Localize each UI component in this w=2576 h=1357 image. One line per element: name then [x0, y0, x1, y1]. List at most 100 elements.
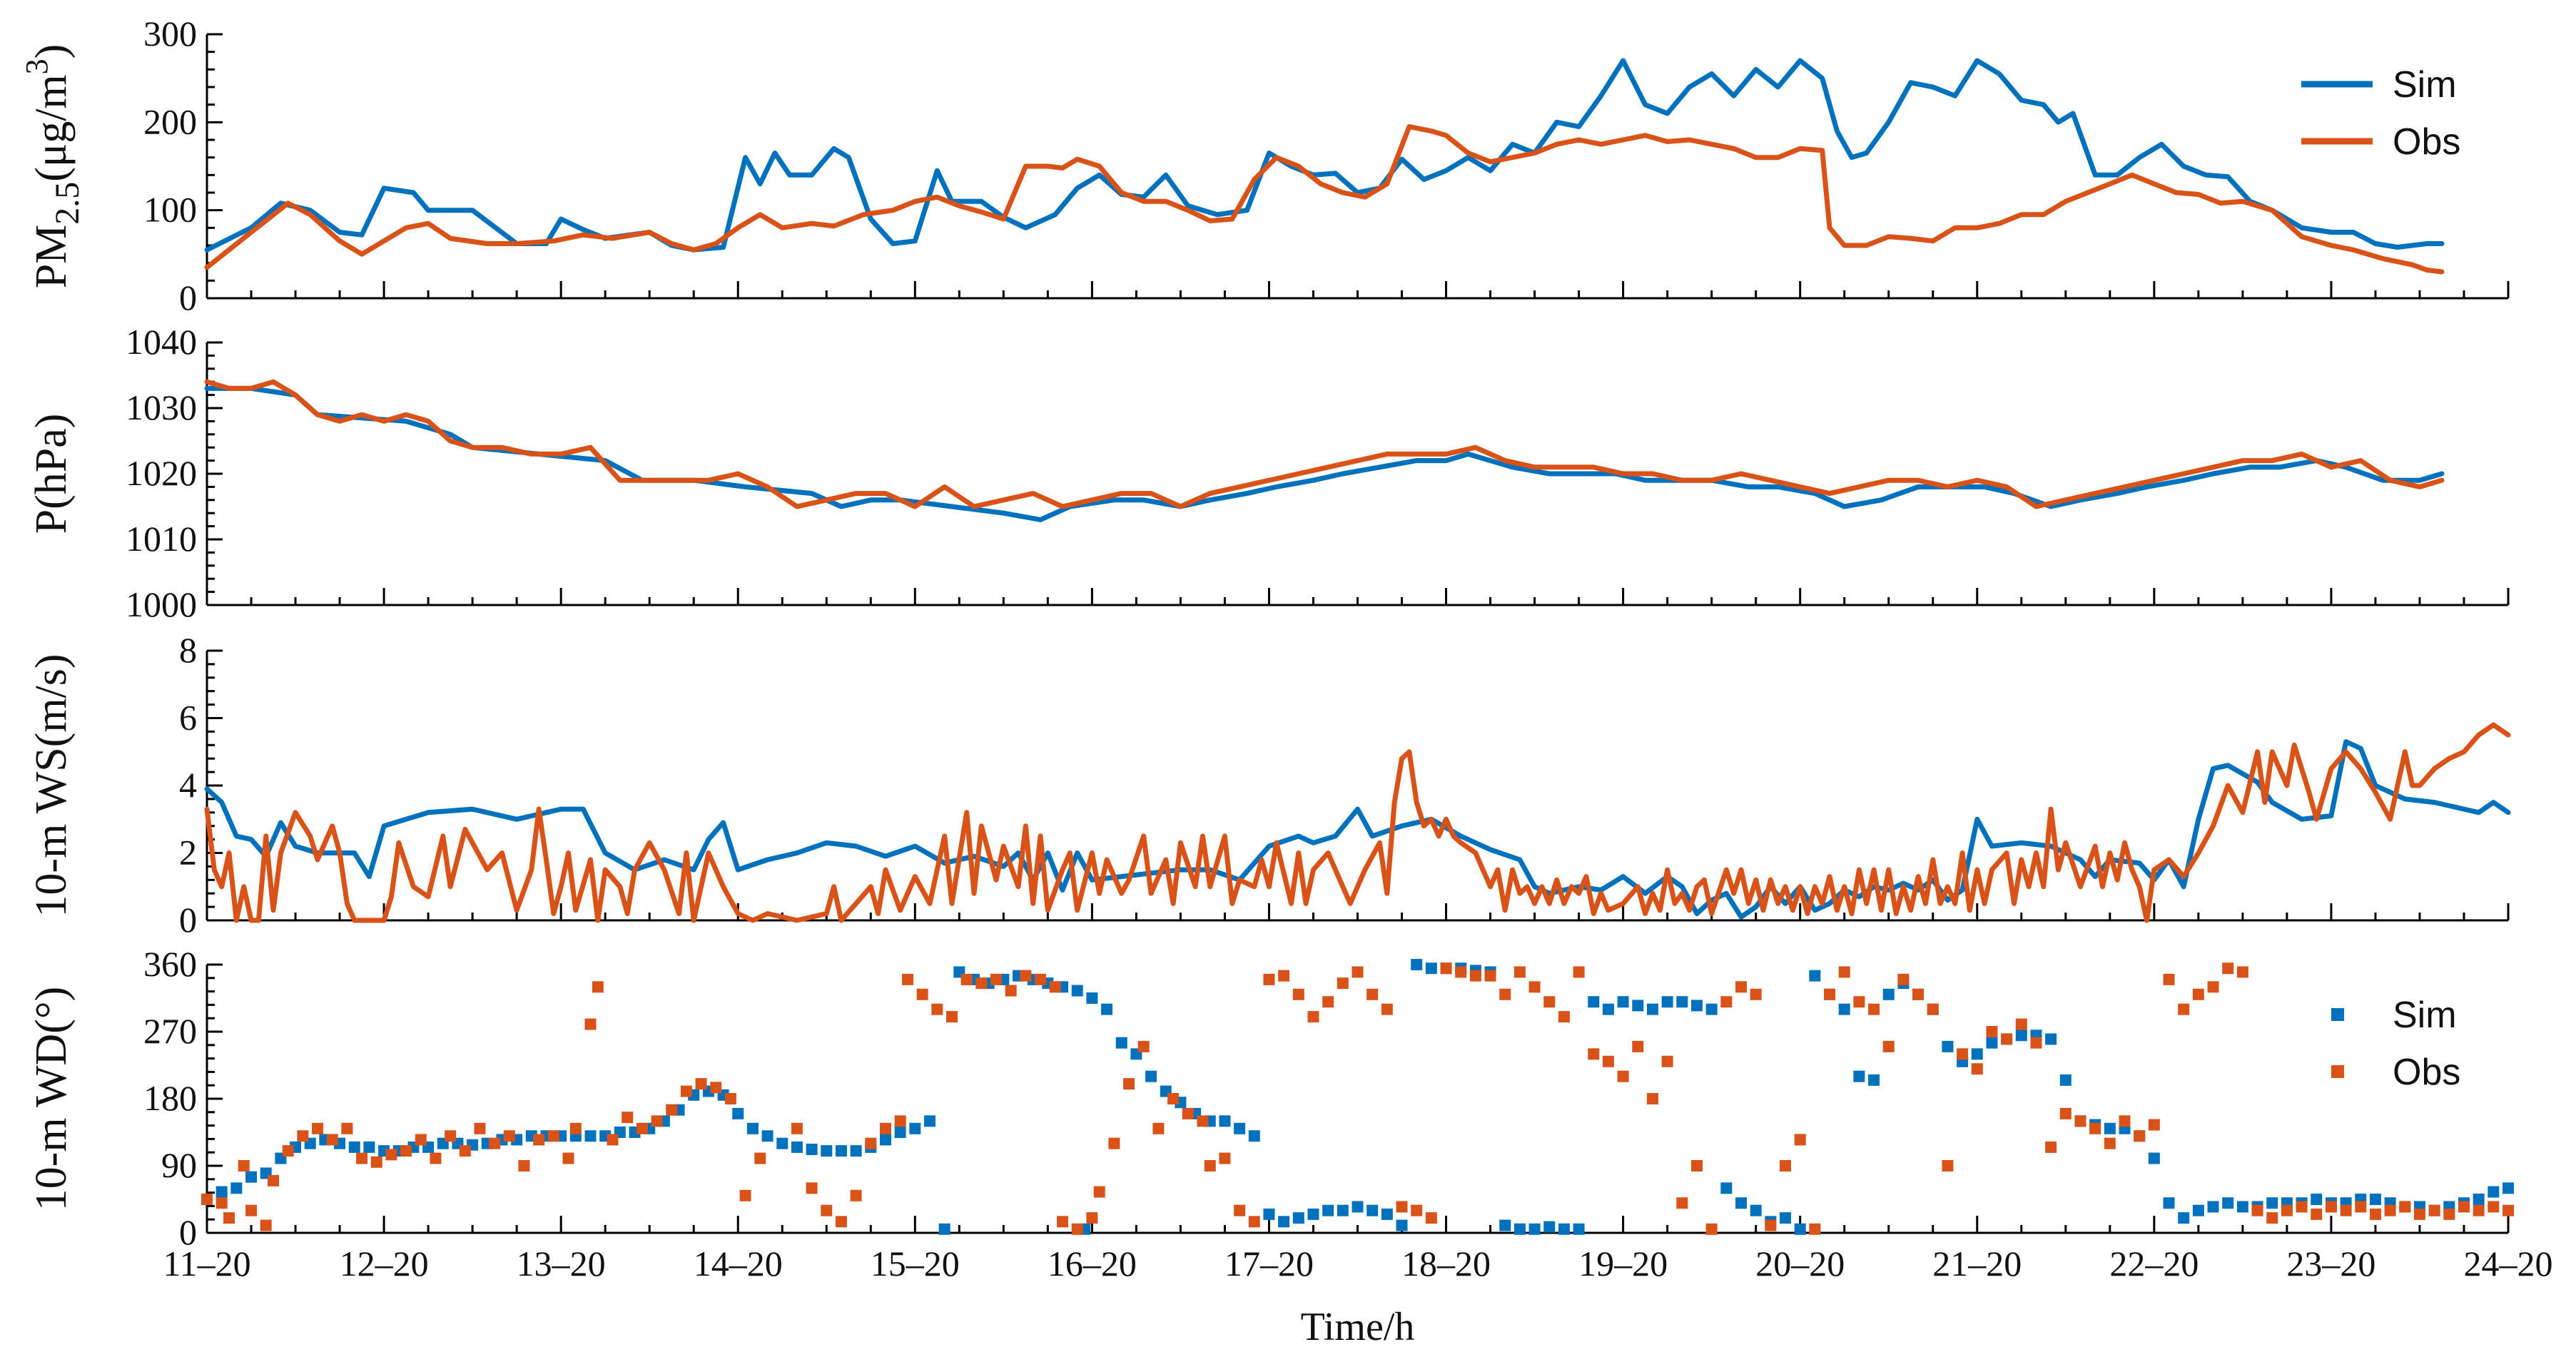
- y-tick-label: 100: [143, 190, 197, 230]
- scatter-point-sim: [1573, 1223, 1585, 1235]
- x-tick-label: 20–20: [1755, 1244, 1845, 1284]
- scatter-point-obs: [754, 1152, 766, 1164]
- scatter-point-obs: [1035, 973, 1047, 985]
- scatter-point-obs: [268, 1174, 280, 1186]
- scatter-point-sim: [1942, 1040, 1954, 1052]
- scatter-point-sim: [2104, 1122, 2116, 1134]
- scatter-point-sim: [2178, 1212, 2190, 1224]
- scatter-point-obs: [1617, 1070, 1629, 1082]
- x-tick-label: 23–20: [2286, 1244, 2375, 1284]
- scatter-point-obs: [2384, 1204, 2396, 1216]
- scatter-point-obs: [2488, 1201, 2500, 1213]
- scatter-point-obs: [1499, 988, 1511, 1000]
- scatter-point-sim: [1337, 1204, 1349, 1216]
- scatter-point-obs: [1838, 966, 1850, 978]
- scatter-point-sim: [1809, 970, 1821, 982]
- scatter-point-obs: [695, 1078, 707, 1090]
- y-tick-label: 1000: [126, 584, 197, 624]
- scatter-point-obs: [1248, 1216, 1260, 1228]
- scatter-point-sim: [1425, 962, 1437, 975]
- scatter-point-obs: [1123, 1078, 1135, 1090]
- scatter-point-obs: [1882, 1040, 1895, 1052]
- y-tick-label: 0: [179, 278, 197, 317]
- scatter-point-sim: [909, 1122, 921, 1134]
- scatter-point-obs: [1912, 988, 1925, 1000]
- scatter-point-obs: [1152, 1122, 1165, 1134]
- scatter-point-sim: [1868, 1074, 1880, 1086]
- scatter-point-obs: [1469, 970, 1481, 982]
- scatter-point-obs: [489, 1137, 501, 1149]
- panel-wind_speed: 0 2 4 6 8 10-m WS(m/s): [27, 630, 2511, 940]
- x-tick-label: 12–20: [340, 1244, 429, 1284]
- scatter-point-obs: [1661, 1055, 1673, 1067]
- scatter-point-sim: [1396, 1219, 1408, 1231]
- scatter-point-sim: [1292, 1212, 1304, 1224]
- scatter-point-obs: [651, 1115, 663, 1127]
- scatter-point-obs: [215, 1197, 228, 1209]
- scatter-point-sim: [230, 1182, 243, 1194]
- scatter-point-obs: [2134, 1130, 2146, 1142]
- scatter-point-obs: [2015, 1018, 2027, 1030]
- scatter-point-obs: [1322, 996, 1334, 1008]
- scatter-point-obs: [2104, 1137, 2116, 1149]
- scatter-point-obs: [1588, 1048, 1600, 1060]
- scatter-point-obs: [931, 1003, 943, 1015]
- scatter-point-sim: [1750, 1204, 1762, 1216]
- scatter-point-obs: [312, 1122, 324, 1134]
- y-tick-label: 90: [161, 1145, 197, 1185]
- scatter-point-sim: [1086, 992, 1098, 1004]
- x-tick-label: 14–20: [694, 1244, 783, 1284]
- scatter-point-obs: [607, 1134, 619, 1146]
- x-tick-label: 18–20: [1401, 1244, 1491, 1284]
- scatter-point-sim: [2148, 1152, 2160, 1164]
- scatter-point-obs: [2458, 1201, 2470, 1213]
- scatter-point-sim: [1632, 1000, 1644, 1012]
- x-tick-label: 21–20: [1932, 1244, 2022, 1284]
- scatter-point-sim: [923, 1115, 935, 1127]
- scatter-point-obs: [569, 1122, 582, 1134]
- scatter-point-obs: [2369, 1208, 2381, 1220]
- scatter-point-sim: [1882, 988, 1895, 1000]
- scatter-point-sim: [1676, 996, 1688, 1008]
- scatter-point-obs: [901, 973, 913, 985]
- y-axis-label-wind_direction: 10-m WD(°): [27, 987, 76, 1211]
- scatter-point-obs: [533, 1134, 545, 1146]
- scatter-point-obs: [2001, 1033, 2013, 1045]
- x-tick-label: 22–20: [2109, 1244, 2199, 1284]
- x-tick-label: 15–20: [871, 1244, 960, 1284]
- y-tick-label: 180: [143, 1078, 197, 1118]
- scatter-point-sim: [2163, 1197, 2175, 1209]
- scatter-point-obs: [1455, 966, 1467, 978]
- scatter-point-obs: [445, 1130, 457, 1142]
- scatter-point-obs: [1484, 970, 1496, 982]
- x-tick-label: 16–20: [1048, 1244, 1137, 1284]
- scatter-point-sim: [245, 1171, 258, 1183]
- scatter-point-sim: [2473, 1194, 2485, 1205]
- scatter-point-obs: [1794, 1134, 1806, 1146]
- scatter-point-sim: [732, 1107, 744, 1119]
- scatter-point-obs: [1137, 1040, 1150, 1052]
- scatter-point-obs: [2443, 1208, 2455, 1220]
- scatter-point-sim: [1838, 1003, 1850, 1015]
- scatter-point-obs: [806, 1182, 818, 1194]
- scatter-point-obs: [584, 1018, 597, 1030]
- scatter-point-obs: [1705, 1223, 1718, 1235]
- scatter-point-obs: [356, 1152, 368, 1164]
- scatter-point-obs: [260, 1219, 272, 1231]
- scatter-point-obs: [791, 1122, 803, 1134]
- scatter-point-obs: [1780, 1160, 1792, 1172]
- scatter-point-sim: [1145, 1070, 1157, 1082]
- scatter-point-obs: [1234, 1204, 1246, 1216]
- scatter-point-sim: [1499, 1219, 1511, 1231]
- scatter-point-sim: [1735, 1197, 1747, 1209]
- scatter-point-sim: [1543, 1221, 1556, 1233]
- scatter-point-obs: [710, 1082, 722, 1094]
- scatter-point-obs: [1204, 1160, 1216, 1172]
- scatter-point-sim: [1248, 1130, 1260, 1142]
- scatter-point-obs: [2074, 1115, 2086, 1127]
- y-tick-label: 1020: [126, 453, 197, 493]
- scatter-point-obs: [547, 1130, 559, 1142]
- scatter-point-obs: [1086, 1212, 1098, 1224]
- y-tick-label: 270: [143, 1011, 197, 1051]
- scatter-point-sim: [1278, 1216, 1290, 1228]
